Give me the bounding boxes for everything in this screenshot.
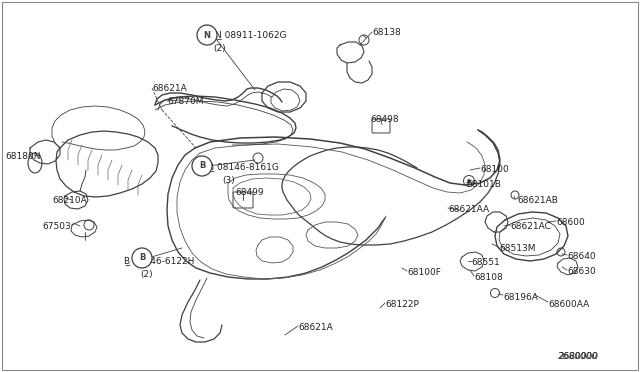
- Text: 68600: 68600: [556, 218, 585, 227]
- Text: (3): (3): [222, 176, 235, 185]
- Text: 68621AB: 68621AB: [517, 196, 558, 205]
- Text: B: B: [139, 253, 145, 263]
- Text: 68101B: 68101B: [466, 180, 501, 189]
- Text: 2680000: 2680000: [558, 352, 598, 361]
- Ellipse shape: [28, 153, 42, 173]
- Circle shape: [132, 248, 152, 268]
- Circle shape: [490, 289, 499, 298]
- Text: B̲ 08146-6122H: B̲ 08146-6122H: [124, 256, 195, 265]
- Text: 68138: 68138: [372, 28, 401, 37]
- Circle shape: [359, 35, 369, 45]
- Text: 68640: 68640: [567, 252, 596, 261]
- Circle shape: [84, 220, 94, 230]
- Text: N̲ 08911-1062G: N̲ 08911-1062G: [215, 30, 287, 39]
- Text: 67503: 67503: [42, 222, 71, 231]
- Text: B: B: [199, 161, 205, 170]
- Text: 68498: 68498: [370, 115, 399, 124]
- Circle shape: [197, 25, 217, 45]
- Text: 68513M: 68513M: [499, 244, 536, 253]
- Text: 68630: 68630: [567, 267, 596, 276]
- Text: N: N: [204, 31, 211, 39]
- Text: 68100F: 68100F: [407, 268, 441, 277]
- Text: 68108: 68108: [474, 273, 503, 282]
- Text: 68122P: 68122P: [385, 300, 419, 309]
- Text: 68621A: 68621A: [152, 84, 187, 93]
- Text: 68210A: 68210A: [52, 196, 87, 205]
- Text: 68196A: 68196A: [503, 293, 538, 302]
- Text: 2680000: 2680000: [558, 352, 598, 361]
- Text: B̲ 08146-8161G: B̲ 08146-8161G: [208, 162, 279, 171]
- Text: 68621A: 68621A: [298, 323, 333, 332]
- Text: 68551: 68551: [471, 258, 500, 267]
- Text: 68621AA: 68621AA: [448, 205, 489, 214]
- Text: 68180N: 68180N: [5, 152, 40, 161]
- Circle shape: [463, 176, 474, 186]
- Circle shape: [192, 156, 212, 176]
- Text: 68499: 68499: [235, 188, 264, 197]
- FancyBboxPatch shape: [233, 192, 253, 208]
- Circle shape: [253, 153, 263, 163]
- FancyBboxPatch shape: [372, 119, 390, 133]
- Text: (2): (2): [213, 44, 226, 53]
- Text: (2): (2): [140, 270, 152, 279]
- Text: 68600AA: 68600AA: [548, 300, 589, 309]
- Circle shape: [511, 191, 519, 199]
- Text: 67870M: 67870M: [167, 97, 204, 106]
- Text: 68621AC: 68621AC: [510, 222, 551, 231]
- Circle shape: [467, 180, 470, 183]
- Circle shape: [557, 248, 565, 256]
- Text: 68100: 68100: [480, 165, 509, 174]
